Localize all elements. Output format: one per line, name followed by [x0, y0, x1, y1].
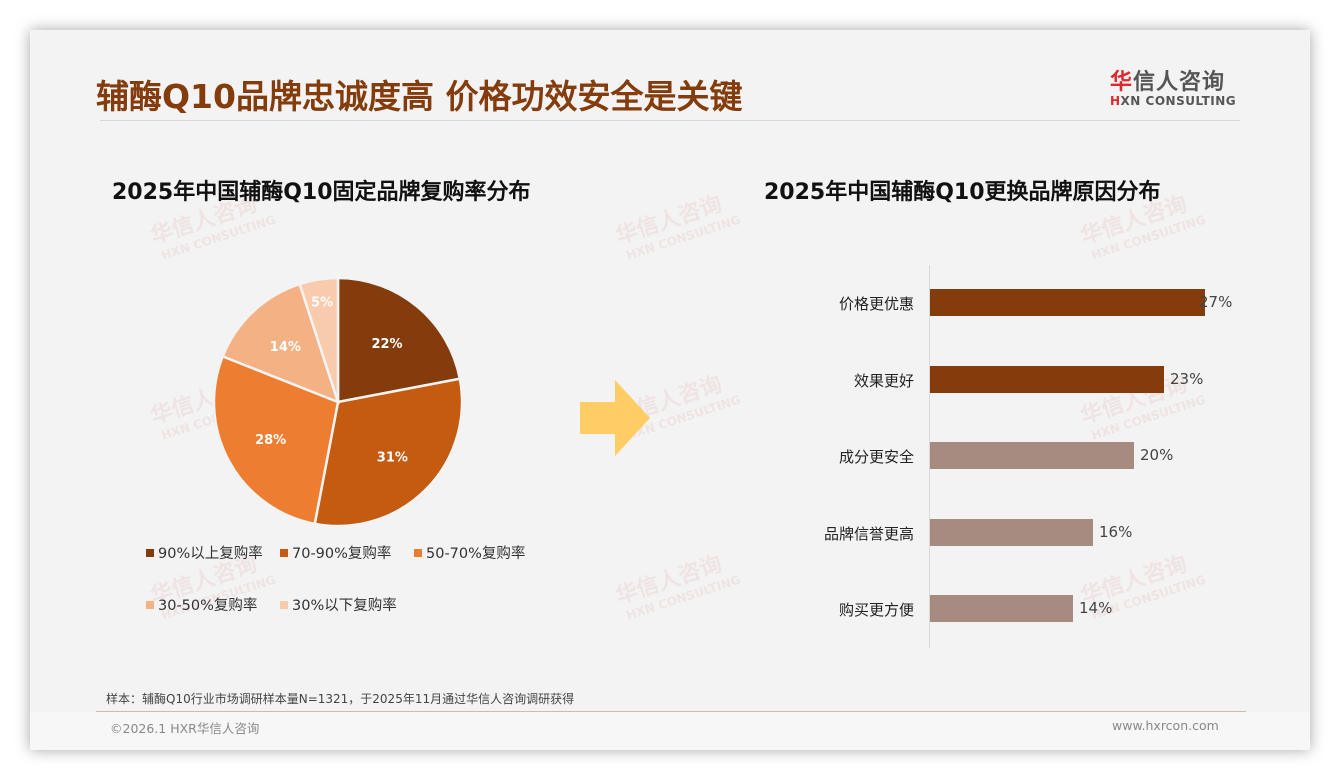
pie-slice	[313, 377, 464, 528]
footer-divider	[96, 711, 1246, 712]
pie-slices	[212, 276, 464, 528]
bar-value-label: 16%	[1099, 523, 1133, 541]
footer	[30, 712, 1310, 750]
pie-slice-label: 31%	[377, 450, 408, 465]
bar-value-label: 23%	[1170, 370, 1204, 388]
legend-item: 90%以上复购率	[146, 542, 263, 563]
legend-item: 50-70%复购率	[414, 542, 525, 563]
bar	[930, 442, 1134, 469]
company-logo: 华信人咨询 HXN CONSULTING	[1110, 64, 1250, 108]
bar-category-label: 成分更安全	[838, 448, 914, 466]
title-divider	[100, 120, 1240, 121]
page-title: 辅酶Q10品牌忠诚度高 价格功效安全是关键	[96, 77, 743, 116]
pie-slice-label: 14%	[270, 340, 301, 355]
legend-item: 30%以下复购率	[280, 594, 397, 615]
sample-note: 样本：辅酶Q10行业市场调研样本量N=1321，于2025年11月通过华信人咨询…	[106, 692, 575, 706]
pie-slice-label: 5%	[311, 296, 333, 311]
website-link[interactable]: www.hxrcon.com	[1112, 718, 1219, 733]
pie-slice	[336, 276, 462, 404]
bar-value-label: 27%	[1199, 293, 1233, 311]
bar-category-label: 购买更方便	[838, 601, 914, 619]
bar-category-label: 价格更优惠	[838, 295, 914, 313]
pie-slice-label: 22%	[371, 337, 402, 352]
copyright: ©2026.1 HXR华信人咨询	[110, 721, 260, 736]
legend-swatch	[414, 548, 422, 557]
bar-category-label: 效果更好	[853, 372, 914, 390]
pie-chart-title: 2025年中国辅酶Q10固定品牌复购率分布	[112, 180, 531, 205]
bar	[930, 289, 1205, 316]
pie-slice-label: 28%	[255, 433, 286, 448]
logo-chinese: 华信人咨询	[1110, 70, 1226, 95]
pie-slice	[212, 354, 340, 526]
arrow-right-icon	[580, 380, 650, 456]
legend-swatch	[280, 548, 288, 557]
pie-chart: 22% 31% 28% 14% 5%	[212, 276, 464, 528]
pie-labels: 22% 31% 28% 14% 5%	[255, 296, 408, 466]
bar	[930, 366, 1164, 393]
slide: 辅酶Q10品牌忠诚度高 价格功效安全是关键 华信人咨询 HXN CONSULTI…	[30, 30, 1310, 750]
logo-english: HXN CONSULTING	[1110, 94, 1237, 108]
pie-slice	[298, 276, 340, 403]
bar-value-label: 14%	[1079, 599, 1113, 617]
bar	[930, 595, 1073, 622]
legend-swatch	[146, 600, 154, 609]
bar-category-label: 品牌信誉更高	[823, 525, 914, 543]
bar-chart-axis	[929, 265, 930, 648]
legend-item: 30-50%复购率	[146, 594, 257, 615]
bar	[930, 519, 1093, 546]
bar-value-label: 20%	[1140, 446, 1174, 464]
legend-item: 70-90%复购率	[280, 542, 391, 563]
bar-chart-title: 2025年中国辅酶Q10更换品牌原因分布	[764, 180, 1161, 205]
legend-swatch	[280, 600, 288, 609]
legend-swatch	[146, 548, 154, 557]
